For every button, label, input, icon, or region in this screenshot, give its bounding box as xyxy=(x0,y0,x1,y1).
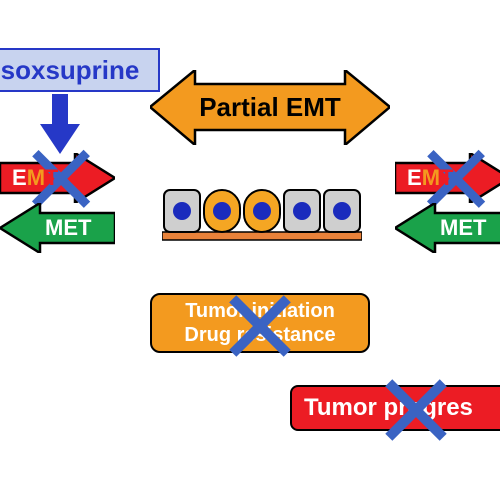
down-arrow-icon xyxy=(40,94,80,154)
x-mark-tumor-box xyxy=(232,298,287,353)
x-mark-tumor-prog xyxy=(388,382,443,437)
met-label-left: MET xyxy=(45,215,91,241)
e-letter: E xyxy=(12,165,27,190)
partial-emt-label: Partial EMT xyxy=(185,92,355,123)
cell-row xyxy=(162,188,362,242)
isoxsuprine-label: soxsuprine xyxy=(1,55,140,86)
t-letter: T xyxy=(45,165,58,190)
m-letter: M xyxy=(27,165,45,190)
emt-label-right: EMT xyxy=(407,165,453,191)
met-label-right: MET xyxy=(440,215,486,241)
isoxsuprine-box: soxsuprine xyxy=(0,48,160,92)
emt-label-left: EMT xyxy=(12,165,58,191)
